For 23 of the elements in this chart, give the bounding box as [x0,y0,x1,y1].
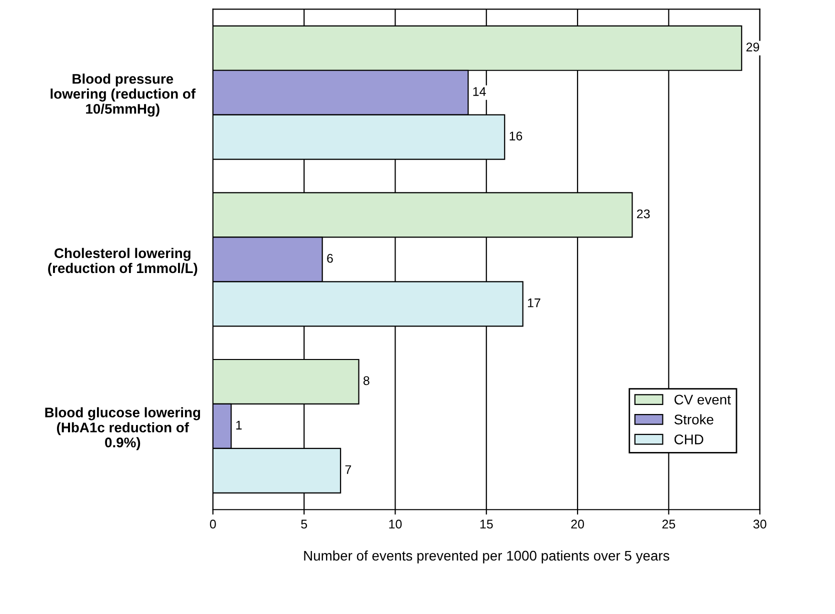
x-tick-label: 20 [571,520,584,529]
data-label: 16 [510,132,522,140]
data-label: 7 [345,465,352,474]
data-label: 17 [528,298,540,308]
x-tick-label: 5 [301,520,308,529]
x-tick-label: 10 [389,520,402,529]
x-tick-label: 15 [480,520,493,529]
x-tick-label: 25 [662,520,676,529]
legend-label: CHD [674,434,704,444]
legend-label: CV event [674,394,731,405]
data-label: 6 [327,254,333,263]
x-tick-label: 30 [753,520,766,529]
y-tick-label: Blood glucose lowering (HbA1c reduction of 0.9%) [45,407,200,450]
x-axis-title: Number of events prevented per 1000 patients over 5 years [304,550,670,564]
y-tick-label: Cholesterol lowering (reduction of 1mmol/L) [48,248,198,276]
data-label: 14 [473,87,486,96]
data-label: 8 [363,376,370,386]
data-label: 23 [637,209,650,218]
x-tick-label: 0 [210,520,216,529]
legend-label: Stroke [674,414,714,424]
y-tick-label: Blood pressure lowering (reduction of 10/5mmHg) [50,74,196,117]
data-label: 29 [746,42,760,52]
data-label: 1 [236,420,242,430]
